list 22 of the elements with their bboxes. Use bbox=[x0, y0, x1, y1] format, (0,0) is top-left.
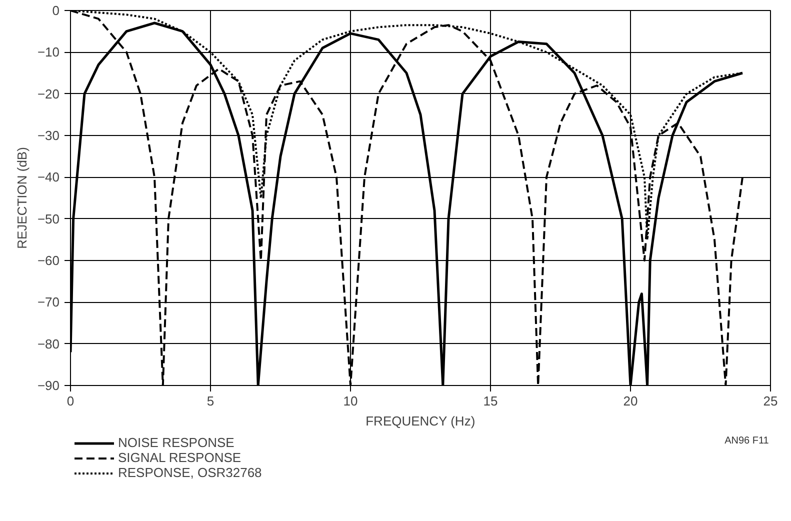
y-tick-label: −20 bbox=[37, 86, 60, 102]
y-tick-label: −30 bbox=[37, 128, 60, 143]
text: AN96 F11 bbox=[724, 436, 770, 446]
y-tick-label: −70 bbox=[37, 294, 60, 310]
x-tick-label: 15 bbox=[483, 394, 498, 408]
y-tick-label: −60 bbox=[37, 253, 60, 268]
y-tick-label: −10 bbox=[37, 44, 60, 60]
legend-label: RESPONSE, OSR32768 bbox=[118, 465, 262, 480]
y-tick-label: −50 bbox=[37, 211, 60, 226]
y-tick-label: 0 bbox=[52, 3, 60, 18]
legend-label: NOISE RESPONSE bbox=[118, 435, 234, 450]
x-tick-label: 20 bbox=[623, 394, 638, 408]
y-tick-label: −80 bbox=[37, 336, 60, 352]
legend-label: SIGNAL RESPONSE bbox=[118, 450, 242, 465]
x-axis-title: FREQUENCY (Hz) bbox=[366, 414, 476, 428]
y-axis-title: REJECTION (dB) bbox=[14, 147, 30, 249]
x-tick-label: 25 bbox=[763, 394, 778, 408]
y-tick-label: −90 bbox=[37, 378, 60, 393]
x-tick-label: 5 bbox=[206, 394, 214, 408]
y-tick-label: −40 bbox=[37, 170, 60, 185]
x-tick-label: 0 bbox=[66, 394, 74, 408]
x-tick-label: 10 bbox=[343, 394, 358, 408]
